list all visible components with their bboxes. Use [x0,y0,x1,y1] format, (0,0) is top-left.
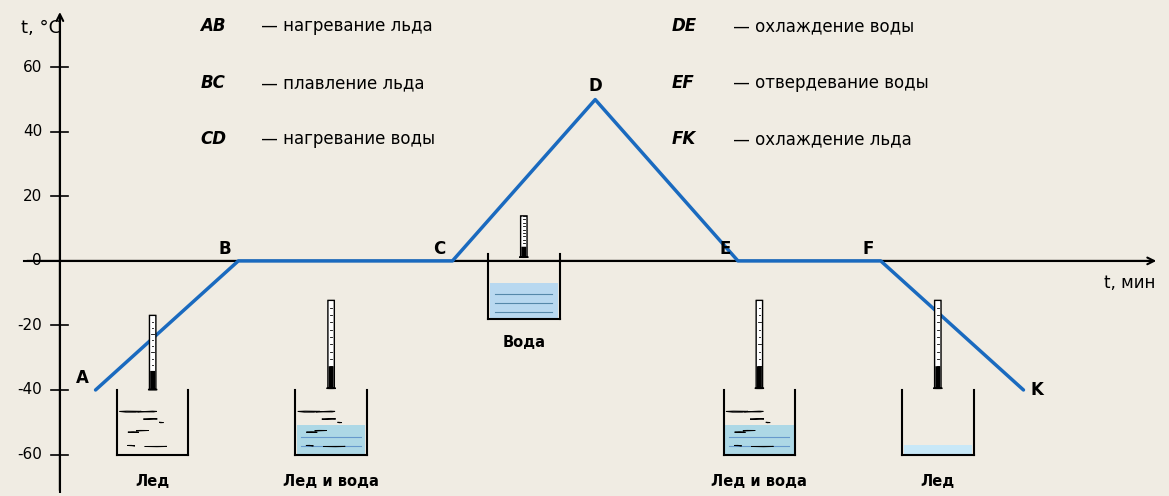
Polygon shape [306,445,313,446]
FancyBboxPatch shape [756,301,762,388]
Text: K: K [1031,381,1044,399]
Text: FK: FK [672,130,696,148]
Polygon shape [734,445,741,446]
Polygon shape [138,411,157,412]
Text: C: C [433,240,445,258]
FancyBboxPatch shape [521,247,526,257]
Text: 60: 60 [22,60,42,75]
Text: — отвердевание воды: — отвердевание воды [727,74,928,92]
Text: -40: -40 [18,382,42,397]
Text: Лед: Лед [136,474,170,489]
FancyBboxPatch shape [756,366,762,388]
Text: B: B [219,240,231,258]
Text: Вода: Вода [503,335,545,350]
Text: -20: -20 [18,318,42,333]
Text: DE: DE [672,17,697,36]
Text: CD: CD [201,130,227,148]
Text: Лед и вода: Лед и вода [283,474,379,489]
Text: E: E [719,240,731,258]
Text: — нагревание льда: — нагревание льда [256,17,433,36]
Text: D: D [588,77,602,95]
Polygon shape [127,432,139,433]
FancyBboxPatch shape [934,301,941,388]
FancyBboxPatch shape [327,301,334,388]
FancyBboxPatch shape [297,426,366,454]
Text: F: F [863,240,873,258]
Text: A: A [76,369,89,387]
Text: — охлаждение воды: — охлаждение воды [727,17,914,36]
Bar [490,284,558,319]
Polygon shape [119,411,141,412]
FancyBboxPatch shape [520,216,527,257]
Polygon shape [745,411,763,412]
Text: BC: BC [201,74,226,92]
Text: 0: 0 [33,253,42,268]
FancyBboxPatch shape [328,366,333,388]
Polygon shape [306,432,317,433]
Polygon shape [726,411,748,412]
Bar [904,445,973,454]
Text: — охлаждение льда: — охлаждение льда [727,130,912,148]
Polygon shape [316,411,336,412]
Text: AB: AB [201,17,226,36]
Text: EF: EF [672,74,694,92]
FancyBboxPatch shape [935,366,940,388]
Text: — нагревание воды: — нагревание воды [256,130,436,148]
Text: Лед: Лед [921,474,955,489]
Polygon shape [127,445,134,446]
Polygon shape [298,411,319,412]
FancyBboxPatch shape [725,426,794,454]
Polygon shape [734,432,746,433]
Text: Лед и вода: Лед и вода [712,474,808,489]
FancyBboxPatch shape [150,315,155,389]
Text: 20: 20 [22,189,42,204]
Text: 40: 40 [22,124,42,139]
Text: t, мин: t, мин [1105,274,1155,292]
Text: — плавление льда: — плавление льда [256,74,424,92]
FancyBboxPatch shape [150,371,155,389]
Text: -60: -60 [18,447,42,462]
Text: t, °C: t, °C [21,19,61,37]
